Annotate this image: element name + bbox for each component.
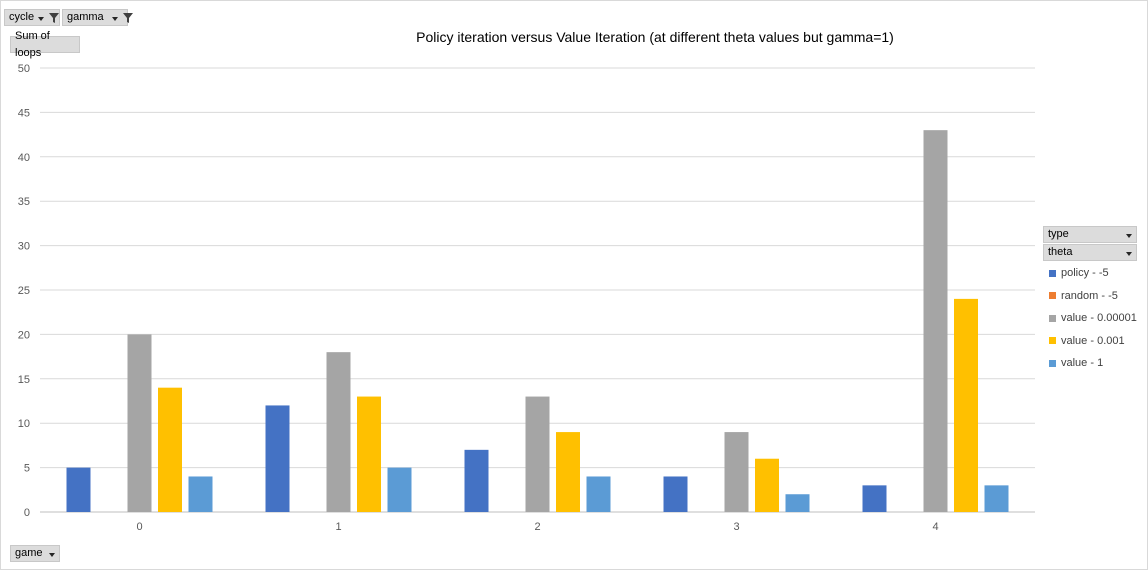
y-tick-label: 25 — [18, 285, 30, 297]
bar — [556, 432, 580, 512]
bar — [525, 396, 550, 512]
bar — [357, 396, 381, 512]
bar — [984, 485, 1009, 512]
bar — [724, 432, 749, 512]
legend-item: policy - -5 — [1043, 262, 1137, 285]
legend-item: random - -5 — [1043, 285, 1137, 308]
cycle-filter-button[interactable]: cycle — [4, 9, 60, 26]
legend-swatch — [1049, 359, 1056, 367]
chevron-down-icon — [49, 552, 55, 557]
x-tick-label: 1 — [335, 521, 341, 533]
type-field-label: type — [1048, 228, 1069, 240]
legend-label: random - -5 — [1061, 289, 1118, 302]
legend-swatch — [1049, 269, 1056, 277]
y-tick-label: 15 — [18, 374, 30, 386]
chevron-down-icon — [1126, 233, 1132, 238]
bar — [158, 387, 182, 512]
bar — [862, 485, 887, 512]
game-field-button[interactable]: game — [10, 545, 60, 562]
y-tick-label: 20 — [18, 329, 30, 341]
bar — [923, 130, 948, 512]
theta-field-label: theta — [1048, 246, 1073, 258]
bar — [188, 476, 213, 512]
funnel-filter-icon — [122, 12, 134, 24]
legend-item: value - 1 — [1043, 352, 1137, 375]
bar — [785, 494, 810, 512]
x-tick-label: 0 — [136, 521, 142, 533]
type-field-button[interactable]: type — [1043, 226, 1137, 243]
bar — [954, 298, 978, 512]
legend-label: policy - -5 — [1061, 267, 1109, 280]
x-tick-label: 2 — [534, 521, 540, 533]
chevron-down-icon — [38, 16, 45, 21]
gamma-filter-label: gamma — [67, 11, 104, 23]
y-tick-label: 0 — [24, 507, 30, 519]
chevron-down-icon — [111, 16, 118, 21]
legend-swatch — [1049, 314, 1056, 322]
bar — [755, 458, 779, 512]
x-tick-label: 4 — [932, 521, 938, 533]
y-tick-label: 30 — [18, 241, 30, 253]
legend-item: value - 0.00001 — [1043, 307, 1137, 330]
chart-legend: policy - -5 random - -5 value - 0.00001 val… — [1043, 262, 1137, 375]
chart-title: Policy iteration versus Value Iteration … — [416, 29, 894, 45]
legend-label: value - 1 — [1061, 357, 1104, 370]
gamma-filter-button[interactable]: gamma — [62, 9, 133, 26]
bar — [265, 405, 290, 512]
legend-swatch — [1049, 337, 1056, 345]
values-field-button[interactable]: Sum of loops — [10, 30, 80, 59]
game-field-label: game — [15, 547, 43, 559]
legend-label: value - 0.001 — [1061, 334, 1125, 347]
bar — [387, 467, 412, 512]
y-tick-label: 35 — [18, 196, 30, 208]
bar — [663, 476, 688, 512]
y-tick-label: 10 — [18, 418, 30, 430]
bar — [66, 467, 91, 512]
bar — [464, 449, 489, 512]
bar — [127, 334, 152, 512]
legend-item: value - 0.001 — [1043, 330, 1137, 353]
x-tick-label: 3 — [733, 521, 739, 533]
legend-swatch — [1049, 292, 1056, 300]
cycle-filter-label: cycle — [9, 11, 35, 23]
y-tick-label: 50 — [18, 63, 30, 75]
chevron-down-icon — [1126, 251, 1132, 256]
legend-label: value - 0.00001 — [1061, 312, 1137, 325]
bar — [326, 352, 351, 512]
values-field-label: Sum of loops — [15, 29, 50, 59]
y-tick-label: 45 — [18, 107, 30, 119]
theta-field-button[interactable]: theta — [1043, 244, 1137, 261]
y-tick-label: 5 — [24, 463, 30, 475]
bar — [586, 476, 611, 512]
funnel-filter-icon — [48, 12, 60, 24]
y-tick-label: 40 — [18, 152, 30, 164]
